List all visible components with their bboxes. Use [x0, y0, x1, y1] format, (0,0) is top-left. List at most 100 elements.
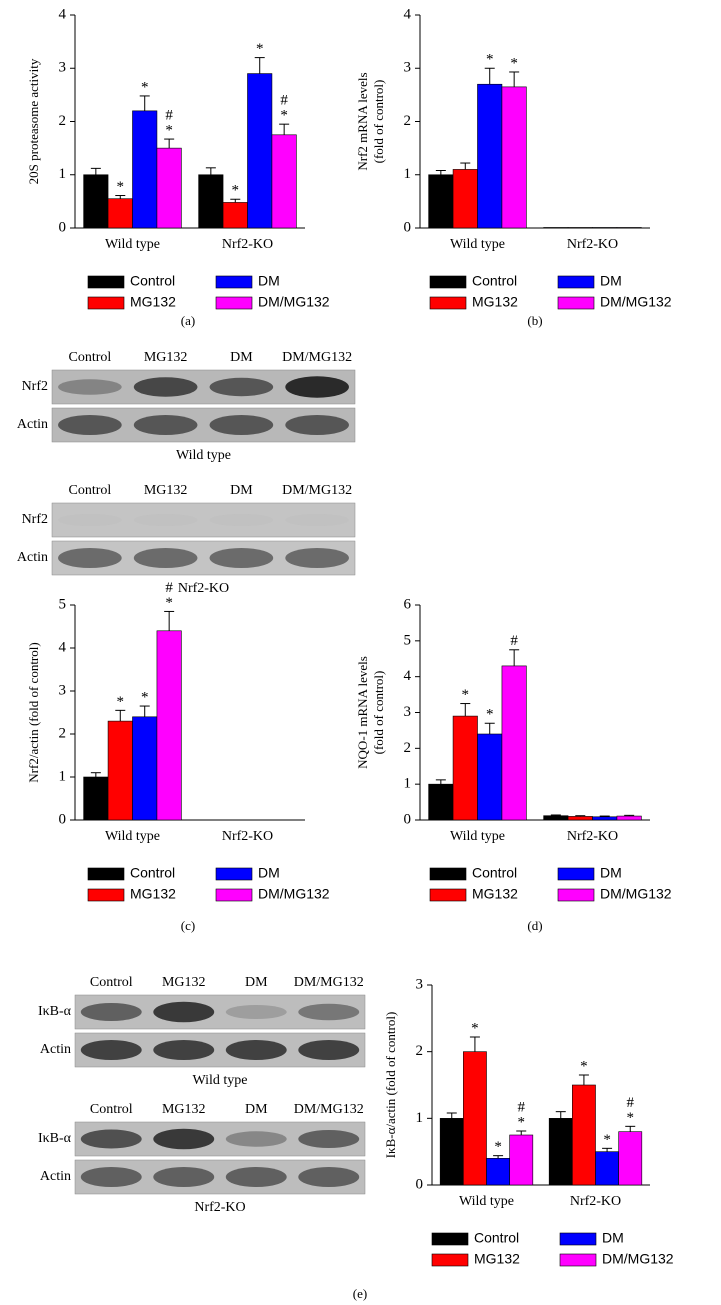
bar — [616, 227, 642, 229]
legend-swatch — [431, 1232, 469, 1246]
significance-mark: # — [165, 580, 173, 596]
band — [153, 1167, 215, 1187]
bar — [83, 174, 109, 229]
blot-background — [51, 502, 356, 538]
y-tick-label: 1 — [404, 776, 412, 792]
band — [58, 379, 122, 395]
x-tick-label: Nrf2-KO — [222, 829, 273, 844]
bar — [132, 110, 158, 229]
row-label: Actin — [17, 417, 48, 432]
bar — [543, 815, 569, 821]
lane-label: MG132 — [162, 1102, 206, 1117]
significance-mark: * — [232, 183, 240, 199]
legend-label: DM — [258, 865, 280, 881]
band — [285, 376, 349, 398]
x-tick-label: Nrf2-KO — [222, 237, 273, 252]
error-bar — [509, 71, 520, 87]
significance-mark: * — [165, 123, 173, 139]
significance-mark: * — [580, 1058, 588, 1074]
panel-caption: (c) — [181, 918, 195, 933]
y-tick-label: 3 — [404, 60, 412, 76]
band — [58, 415, 122, 435]
bar — [132, 716, 158, 821]
error-bar — [90, 167, 101, 175]
lane-label: MG132 — [144, 483, 188, 498]
error-bar — [599, 815, 610, 817]
error-bar — [578, 1074, 589, 1085]
legend-label: DM — [600, 273, 622, 289]
legend-swatch — [215, 888, 253, 902]
row-label: Nrf2 — [22, 379, 48, 394]
significance-mark: # — [510, 633, 518, 649]
band — [134, 514, 198, 526]
significance-mark: * — [462, 687, 470, 703]
bar — [198, 174, 224, 229]
legend-label: DM — [602, 1230, 624, 1246]
bar — [618, 1131, 643, 1186]
band — [298, 1003, 360, 1021]
band — [225, 1005, 287, 1019]
y-tick-label: 6 — [404, 596, 412, 612]
band — [298, 1040, 360, 1060]
significance-mark: * — [117, 694, 125, 710]
band — [80, 1003, 142, 1021]
bar — [452, 715, 478, 821]
y-tick-label: 1 — [416, 1110, 424, 1126]
legend-label: MG132 — [474, 1251, 520, 1267]
y-tick-label: 3 — [59, 60, 67, 76]
panel-caption: (b) — [527, 313, 542, 328]
legend-label: Control — [472, 865, 517, 881]
band — [210, 514, 274, 526]
band — [133, 377, 198, 397]
lane-label: DM — [245, 1102, 268, 1117]
legend-label: Control — [472, 273, 517, 289]
x-tick-label: Nrf2-KO — [567, 829, 618, 844]
row-label: Actin — [17, 550, 48, 565]
bar — [477, 733, 503, 821]
legend-label: MG132 — [472, 294, 518, 310]
significance-mark: * — [517, 1114, 525, 1130]
lane-label: Control — [90, 975, 133, 990]
y-tick-label: 0 — [404, 811, 412, 827]
band — [225, 1040, 287, 1060]
legend-label: DM/MG132 — [600, 886, 672, 902]
legend-swatch — [559, 1253, 597, 1267]
bar — [83, 776, 109, 821]
legend-label: DM/MG132 — [602, 1251, 674, 1267]
error-bar — [230, 198, 241, 203]
error-bar — [516, 1130, 527, 1135]
bar — [616, 815, 642, 821]
error-bar — [550, 814, 561, 816]
bar — [595, 1151, 619, 1186]
legend-label: MG132 — [130, 294, 176, 310]
legend-swatch — [215, 867, 253, 881]
legend-label: MG132 — [472, 886, 518, 902]
y-tick-label: 1 — [59, 166, 67, 182]
group-label: Nrf2-KO — [178, 581, 229, 596]
legend-swatch — [557, 888, 595, 902]
significance-mark: * — [117, 179, 125, 195]
error-bar — [460, 703, 471, 717]
error-bar — [555, 1111, 566, 1119]
error-bar — [446, 1112, 457, 1119]
legend-swatch — [87, 888, 125, 902]
y-tick-label: 1 — [59, 768, 67, 784]
lane-label: DM — [230, 350, 253, 365]
bar — [463, 1051, 487, 1186]
legend-swatch — [215, 296, 253, 310]
error-bar — [139, 95, 150, 111]
bar — [501, 86, 527, 229]
significance-mark: * — [510, 55, 518, 71]
y-tick-label: 5 — [404, 632, 412, 648]
band — [58, 514, 122, 526]
group-label: Wild type — [192, 1073, 247, 1088]
row-label: IκB-α — [38, 1131, 72, 1146]
bar — [247, 73, 273, 229]
lane-label: DM — [245, 975, 268, 990]
significance-mark: * — [494, 1139, 502, 1155]
significance-mark: * — [603, 1132, 611, 1148]
bar — [501, 665, 527, 821]
legend-swatch — [87, 296, 125, 310]
band — [225, 1167, 287, 1187]
bar — [572, 1084, 596, 1186]
